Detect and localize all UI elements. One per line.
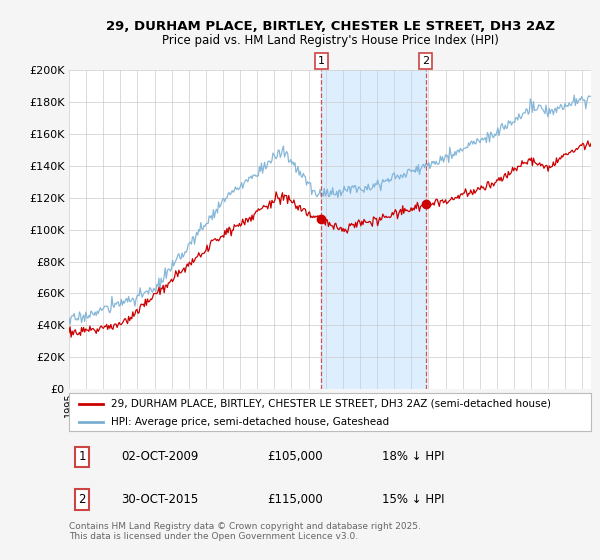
Text: 29, DURHAM PLACE, BIRTLEY, CHESTER LE STREET, DH3 2AZ: 29, DURHAM PLACE, BIRTLEY, CHESTER LE ST… [106, 20, 554, 32]
Text: 1: 1 [78, 450, 86, 463]
Text: 15% ↓ HPI: 15% ↓ HPI [382, 493, 445, 506]
Text: HPI: Average price, semi-detached house, Gateshead: HPI: Average price, semi-detached house,… [111, 417, 389, 427]
Bar [322, 70, 425, 389]
Text: 29, DURHAM PLACE, BIRTLEY, CHESTER LE STREET, DH3 2AZ (semi-detached house): 29, DURHAM PLACE, BIRTLEY, CHESTER LE ST… [111, 399, 551, 409]
Text: 30-OCT-2015: 30-OCT-2015 [121, 493, 199, 506]
Text: Contains HM Land Registry data © Crown copyright and database right 2025.
This d: Contains HM Land Registry data © Crown c… [69, 522, 421, 542]
Text: £115,000: £115,000 [268, 493, 323, 506]
Text: 2: 2 [78, 493, 86, 506]
Text: Price paid vs. HM Land Registry's House Price Index (HPI): Price paid vs. HM Land Registry's House … [161, 34, 499, 46]
Text: 02-OCT-2009: 02-OCT-2009 [121, 450, 199, 463]
Text: 2: 2 [422, 56, 429, 66]
Text: 18% ↓ HPI: 18% ↓ HPI [382, 450, 445, 463]
Text: £105,000: £105,000 [268, 450, 323, 463]
Text: 1: 1 [318, 56, 325, 66]
